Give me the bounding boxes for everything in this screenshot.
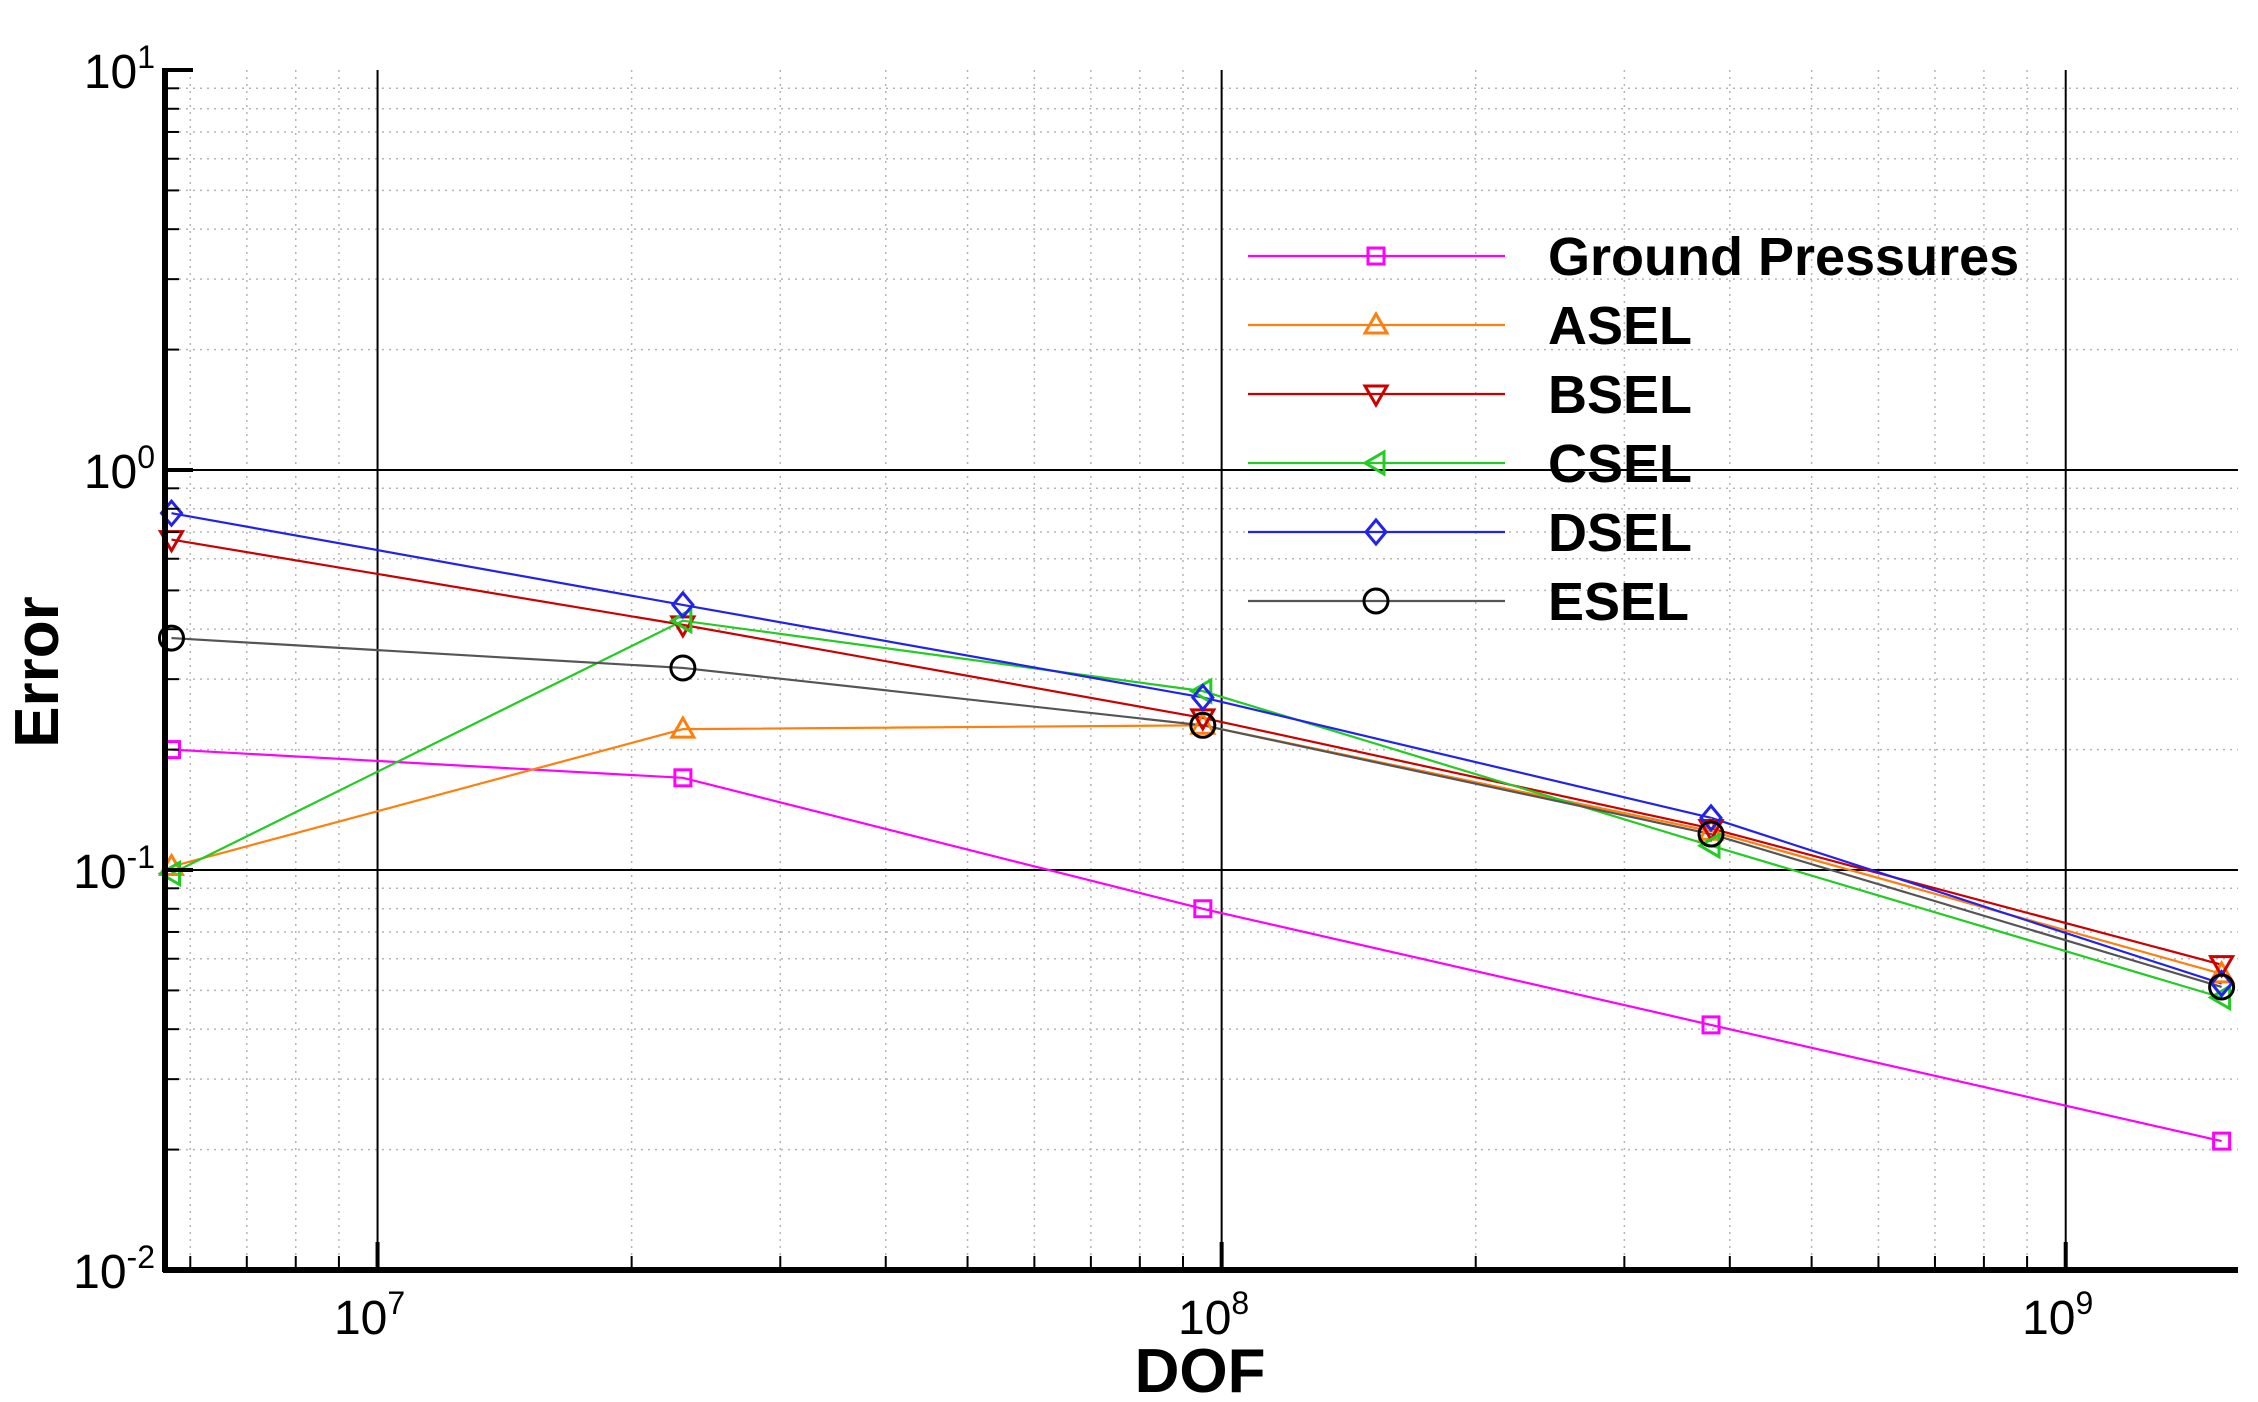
legend-label-bsel: BSEL xyxy=(1548,365,1692,425)
legend-label-asel: ASEL xyxy=(1548,296,1692,356)
data-point-esel xyxy=(157,624,185,652)
y-tick-label: 10-2 xyxy=(73,1239,155,1299)
legend: Ground Pressures ASEL BSEL CSEL DSEL ESEL xyxy=(1248,227,2019,632)
legend-label-dsel: DSEL xyxy=(1548,503,1692,563)
data-point-dsel xyxy=(1699,803,1723,833)
series-line-esel xyxy=(171,636,2222,989)
legend-item-dsel: DSEL xyxy=(1248,503,1692,563)
series-line-asel xyxy=(171,724,2222,975)
data-point-ground-pressures xyxy=(1701,1015,1721,1035)
data-point-asel xyxy=(1189,711,1217,735)
data-point-dsel xyxy=(670,590,695,620)
series-line-dsel xyxy=(171,512,2222,985)
data-point-esel xyxy=(2208,973,2236,1001)
data-point-ground-pressures xyxy=(673,768,693,788)
axes xyxy=(162,68,2238,1273)
x-axis-title: DOF xyxy=(1135,1337,1266,1402)
data-point-bsel xyxy=(1697,818,1725,843)
legend-item-esel: ESEL xyxy=(1248,572,1689,632)
legend-marker-dsel xyxy=(1364,517,1388,547)
data-point-ground-pressures xyxy=(2212,1131,2232,1151)
data-point-csel xyxy=(1697,832,1721,860)
y-axis-title: Error xyxy=(3,596,72,748)
tick-labels: 107 108 109 10-2 10-1 100 101 xyxy=(73,39,2093,1345)
legend-marker-ground-pressures xyxy=(1366,246,1386,266)
data-point-dsel xyxy=(1190,683,1215,712)
data-point-asel xyxy=(669,715,697,739)
legend-marker-asel xyxy=(1362,311,1390,335)
series-line-ground-pressures xyxy=(171,748,2222,1143)
legend-item-csel: CSEL xyxy=(1248,434,1692,494)
x-tick-label: 107 xyxy=(334,1285,405,1345)
major-grid xyxy=(165,70,2238,1270)
legend-marker-bsel xyxy=(1362,384,1390,408)
data-point-bsel xyxy=(2207,955,2236,979)
data-point-ground-pressures xyxy=(1193,899,1213,919)
legend-label-csel: CSEL xyxy=(1548,434,1692,494)
y-tick-label: 100 xyxy=(84,439,155,499)
data-point-esel xyxy=(1697,820,1725,848)
series-line-csel xyxy=(171,619,2222,999)
legend-item-bsel: BSEL xyxy=(1248,365,1692,425)
y-tick-label: 101 xyxy=(84,39,155,99)
legend-label-esel: ESEL xyxy=(1548,572,1689,632)
data-point-asel xyxy=(2207,959,2236,984)
series-markers xyxy=(157,498,2236,1151)
legend-marker-esel xyxy=(1362,587,1390,615)
legend-label-ground-pressures: Ground Pressures xyxy=(1548,227,2019,287)
x-tick-label: 109 xyxy=(2022,1285,2093,1345)
data-point-esel xyxy=(1189,711,1217,739)
data-point-dsel xyxy=(2209,969,2234,998)
data-point-esel xyxy=(669,654,697,682)
x-tick-label: 108 xyxy=(1178,1285,1249,1345)
legend-item-asel: ASEL xyxy=(1248,296,1692,356)
y-tick-label: 10-1 xyxy=(73,839,155,899)
legend-marker-csel xyxy=(1362,449,1386,477)
legend-item-ground-pressures: Ground Pressures xyxy=(1248,227,2019,287)
series-lines xyxy=(171,512,2222,1143)
